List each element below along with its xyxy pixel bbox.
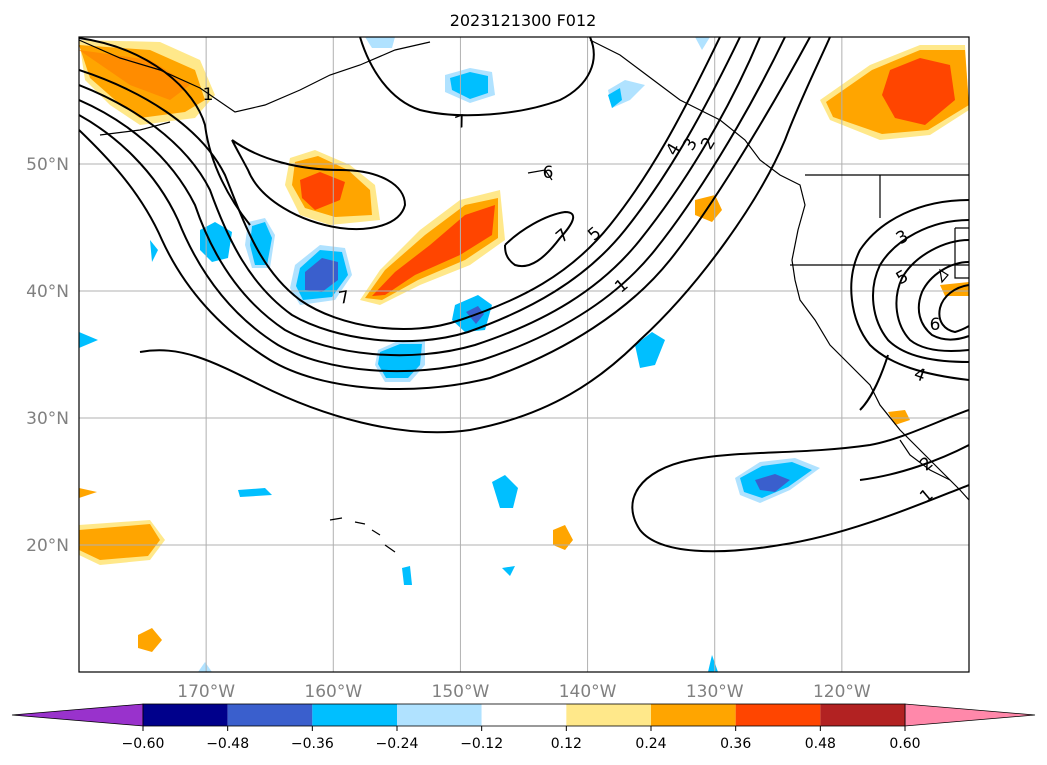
map-frame (78, 36, 970, 673)
colorbar-tick-label: −0.36 (291, 736, 334, 752)
colorbar-segment (820, 704, 905, 726)
colorbar-tick-label: 0.60 (889, 736, 920, 752)
latitude-label: 40°N (26, 282, 69, 302)
latitude-label: 20°N (26, 536, 69, 556)
positive-anomaly-patches (79, 40, 969, 652)
negative-anomaly-patches (79, 37, 820, 672)
colorbar-tick-label: 0.48 (805, 736, 836, 752)
colorbar-segment (397, 704, 482, 726)
colorbar: −0.60 −0.48 −0.36 −0.24 −0.12 0.12 0.24 0.36 0.4… (11, 703, 1036, 752)
contour-label: 6 (930, 315, 941, 335)
contour-label: 1 (203, 85, 214, 105)
colorbar-tick-label: 0.12 (551, 736, 582, 752)
longitude-label: 140°W (559, 682, 617, 702)
colorbar-tick-label: 0.24 (635, 736, 666, 752)
contour-lines (79, 37, 969, 553)
longitude-label: 160°W (304, 682, 362, 702)
colorbar-extend-low (11, 703, 144, 727)
latitude-label: 30°N (26, 409, 69, 429)
latitude-labels: 50°N 40°N 30°N 20°N (26, 155, 69, 556)
colorbar-tick-label: −0.60 (122, 736, 165, 752)
contour-label: 7 (337, 287, 351, 309)
colorbar-tick-label: 0.36 (720, 736, 751, 752)
longitude-label: 170°W (177, 682, 235, 702)
map-title: 2023121300 F012 (450, 11, 597, 30)
colorbar-segment (312, 704, 397, 726)
longitude-label: 150°W (432, 682, 490, 702)
colorbar-tick-label: −0.24 (376, 736, 419, 752)
longitude-label: 120°W (813, 682, 871, 702)
colorbar-segment (481, 704, 567, 726)
colorbar-tick-label: −0.12 (460, 736, 503, 752)
latitude-label: 50°N (26, 155, 69, 175)
colorbar-segment (566, 704, 651, 726)
graticule (79, 37, 969, 672)
longitude-label: 130°W (686, 682, 744, 702)
colorbar-outline (142, 703, 906, 727)
colorbar-extend-high (904, 703, 1036, 727)
colorbar-tick-label: −0.48 (206, 736, 249, 752)
colorbar-segment (143, 704, 228, 726)
colorbar-segment (227, 704, 313, 726)
colorbar-segment (651, 704, 736, 726)
contour-label: 6 (543, 163, 554, 183)
longitude-labels: 170°W 160°W 150°W 140°W 130°W 120°W (177, 682, 871, 702)
colorbar-segment (735, 704, 821, 726)
